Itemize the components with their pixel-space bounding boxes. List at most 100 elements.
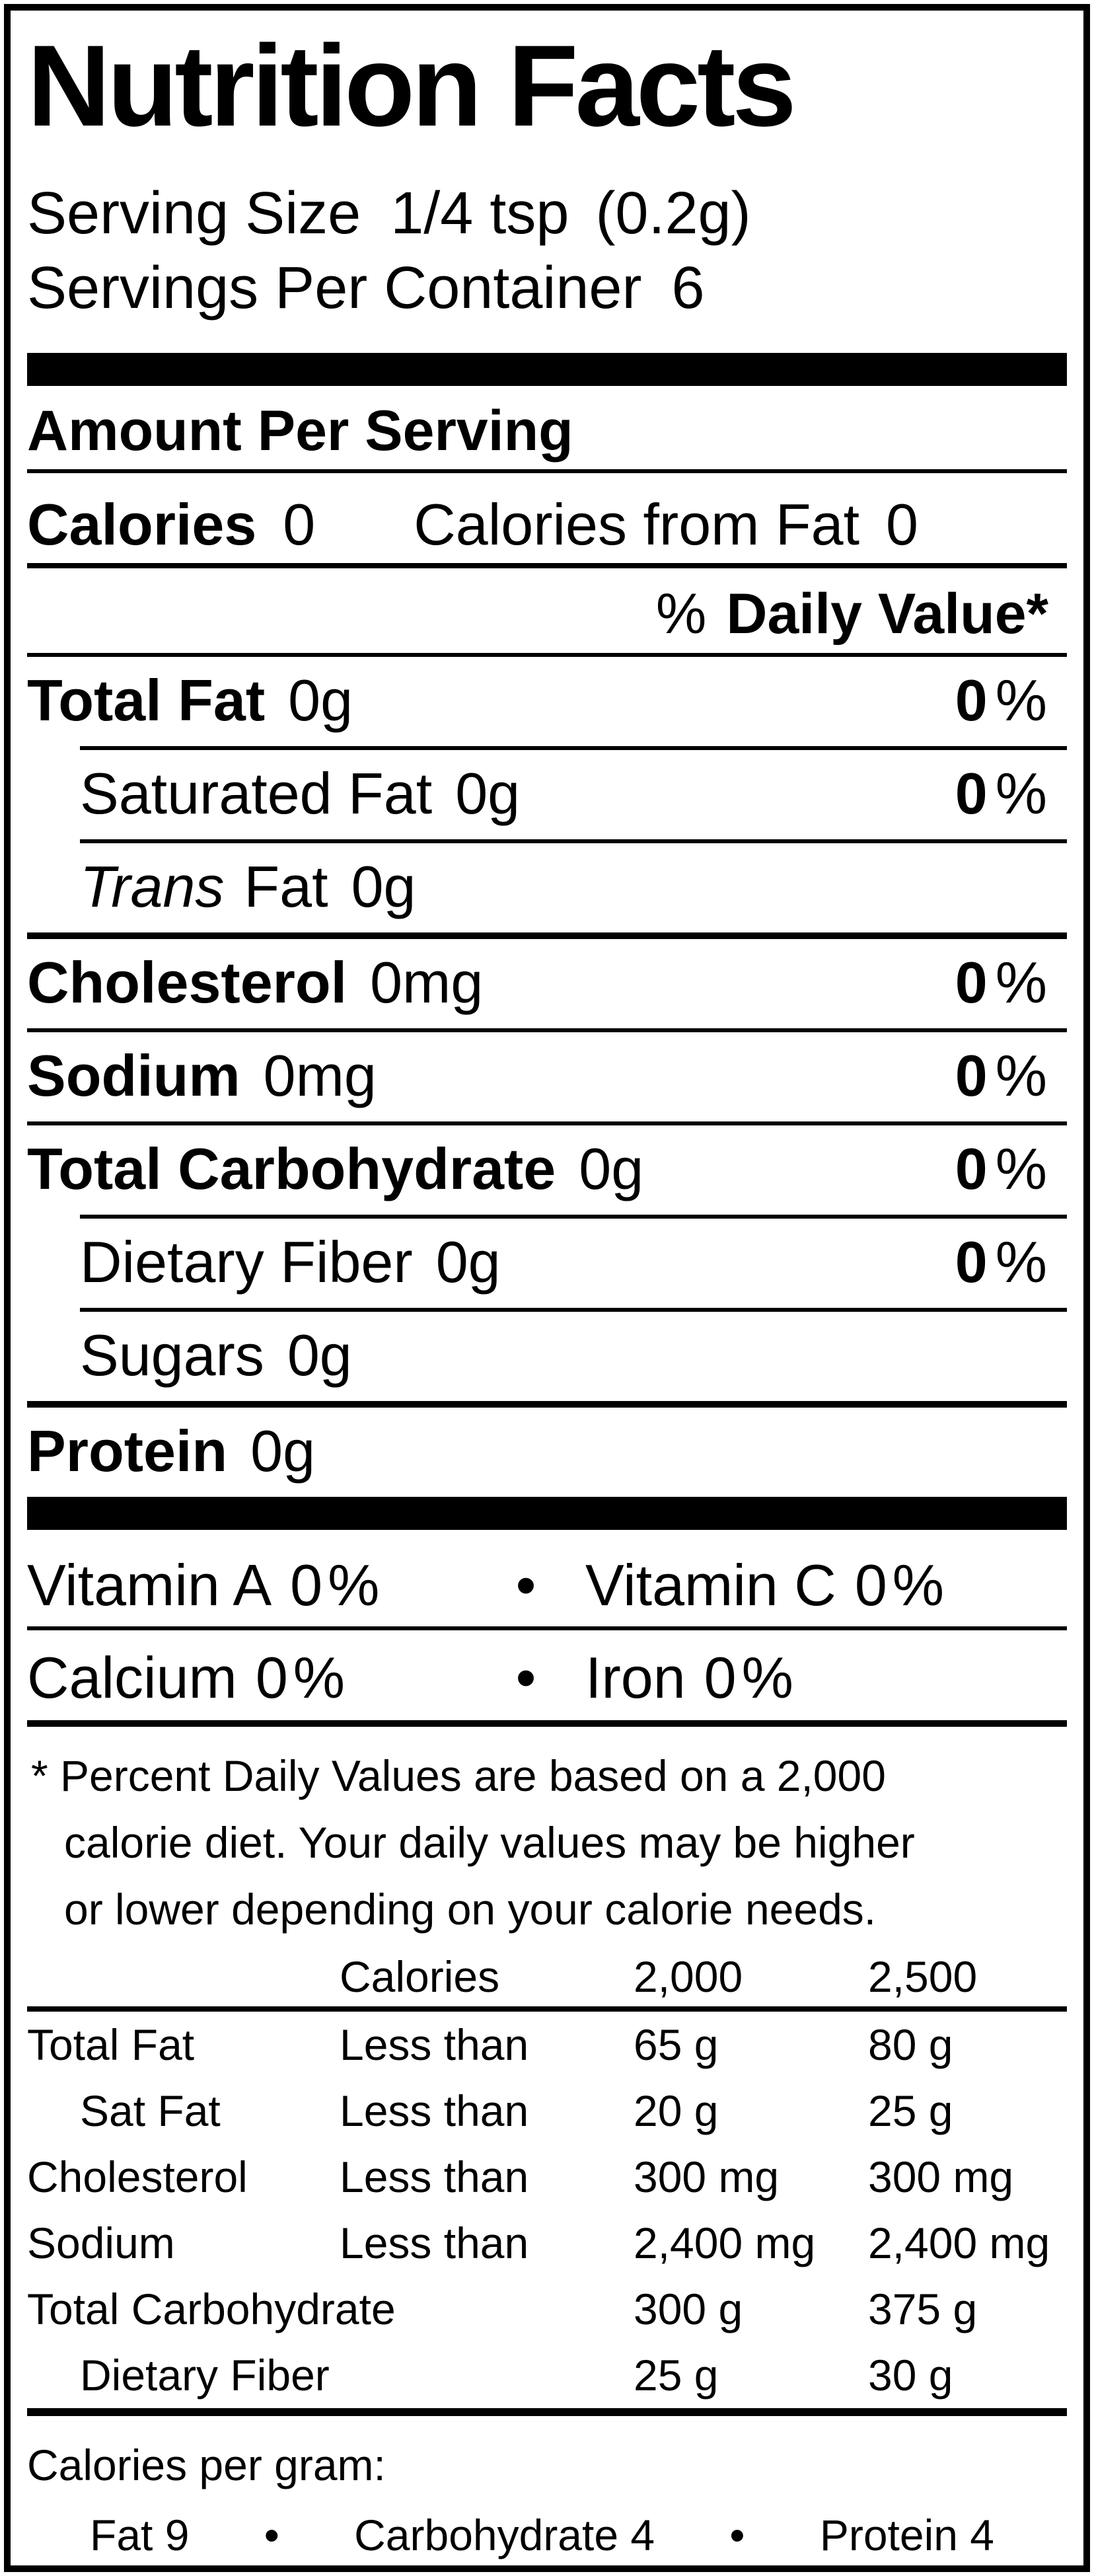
servings-per-container-row: Servings Per Container 6 (27, 254, 1067, 323)
nutrient-amount: 0g (288, 667, 353, 733)
table-cell-2000: 25 g (634, 2351, 719, 2400)
percent-sign: % (995, 1136, 1047, 1201)
table-cell-2000: 2,400 mg (634, 2218, 816, 2267)
divider-hairline (27, 2006, 1067, 2012)
divider-hairline-indented (80, 1215, 1067, 1219)
divider-hairline-indented (80, 1308, 1067, 1312)
divider-medium (27, 1720, 1067, 1727)
percent-sign: % (293, 1645, 346, 1710)
nutrient-name-italic: Trans (80, 854, 225, 919)
servings-per-container-label: Servings Per Container (27, 255, 642, 321)
page-title: Nutrition Facts (27, 22, 797, 151)
daily-value-label: Daily Value* (726, 582, 1048, 646)
percent-sign: % (328, 1552, 380, 1618)
table-row-sodium: Sodium Less than 2,400 mg 2,400 mg (27, 2210, 1067, 2276)
percent-sign: % (995, 1043, 1047, 1108)
table-row-dietary-fiber: Dietary Fiber 25 g 30 g (27, 2342, 1067, 2408)
divider-hairline (27, 1121, 1067, 1125)
nutrient-row-dietary-fiber: Dietary Fiber 0g 0% (27, 1219, 1067, 1308)
servings-per-container-value: 6 (671, 255, 705, 321)
nutrient-amount: 0g (250, 1418, 316, 1484)
calcium-value: 0 (255, 1645, 288, 1710)
table-cell-2500: 30 g (868, 2351, 953, 2400)
nutrient-amount: 0g (287, 1322, 352, 1388)
nutrient-amount: 0mg (263, 1043, 377, 1108)
vitamin-c-cell: Vitamin C 0% (585, 1554, 944, 1617)
nutrient-name: Sugars (80, 1322, 264, 1388)
divider-medium (27, 932, 1067, 939)
table-row-total-fat: Total Fat Less than 65 g 80 g (27, 2012, 1067, 2078)
nutrient-daily-value: 0% (955, 1137, 1047, 1201)
table-cell-label: Dietary Fiber (80, 2351, 330, 2400)
calories-from-fat-group: Calories from Fat 0 (414, 493, 918, 556)
vitamin-c-value: 0 (854, 1552, 887, 1618)
nutrient-name: Fat (244, 854, 328, 919)
footnote-line: or lower depending on your calorie needs… (64, 1885, 877, 1934)
table-cell-2500: 80 g (868, 2020, 953, 2069)
vitamin-a-cell: Vitamin A 0% (27, 1554, 513, 1617)
nutrient-amount: 0g (579, 1136, 644, 1201)
table-cell-2500: 375 g (868, 2285, 978, 2333)
nutrient-daily-value: 0% (955, 669, 1047, 732)
nutrient-daily-value: 0% (955, 1231, 1047, 1294)
divider-medium (27, 2408, 1067, 2416)
nutrient-row-trans-fat: Trans Fat 0g (27, 843, 1067, 932)
calories-per-gram-row: Fat 9 • Carbohydrate 4 • Protein 4 (27, 2491, 1067, 2561)
serving-size-label: Serving Size (27, 180, 361, 246)
nutrient-name: Cholesterol (27, 950, 347, 1015)
amount-per-serving-heading: Amount Per Serving (27, 399, 573, 463)
serving-size-row: Serving Size 1/4 tsp (0.2g) (27, 179, 1067, 248)
nutrient-daily-value: 0% (955, 762, 1047, 825)
dv-number: 0 (955, 1136, 988, 1201)
table-header-2000: 2,000 (634, 1952, 743, 2001)
nutrient-name: Sodium (27, 1043, 240, 1108)
daily-value-reference-table: Calories 2,000 2,500 Total Fat Less than… (27, 1943, 1067, 2408)
table-cell-qualifier: Less than (340, 2086, 529, 2135)
percent-sign: % (655, 582, 707, 646)
footnote-line: * Percent Daily Values are based on a 2,… (31, 1751, 886, 1800)
nutrient-amount: 0g (455, 761, 521, 826)
separator-bar-thick-bottom (27, 1497, 1067, 1530)
nutrient-name: Total Fat (27, 667, 266, 733)
table-cell-qualifier: Less than (340, 2152, 529, 2201)
divider-hairline (27, 1028, 1067, 1032)
nutrient-name: Saturated Fat (80, 761, 433, 826)
nutrient-amount: 0g (351, 854, 416, 919)
table-header-2500: 2,500 (868, 1952, 978, 2001)
divider-hairline-indented (80, 839, 1067, 843)
percent-sign: % (995, 761, 1047, 826)
nutrient-amount: 0g (435, 1229, 501, 1295)
nutrient-amount: 0mg (370, 950, 484, 1015)
nutrient-daily-value: 0% (955, 1044, 1047, 1108)
table-cell-2000: 300 g (634, 2285, 743, 2333)
table-header-calories: Calories (340, 1952, 500, 2001)
iron-cell: Iron 0% (585, 1646, 793, 1710)
table-cell-label: Total Fat (27, 2020, 195, 2069)
calories-value: 0 (283, 492, 316, 557)
percent-sign: % (995, 1229, 1047, 1295)
table-cell-2500: 2,400 mg (868, 2218, 1050, 2267)
percent-sign: % (995, 950, 1047, 1015)
protein-per-gram: Protein 4 (819, 2511, 994, 2559)
vitamin-row-2: Calcium 0% • Iron 0% (27, 1630, 1067, 1720)
table-cell-2500: 300 mg (868, 2152, 1014, 2201)
nutrient-row-sodium: Sodium 0mg 0% (27, 1032, 1067, 1121)
table-cell-label: Sat Fat (80, 2086, 221, 2135)
serving-size-value: 1/4 tsp (390, 180, 569, 246)
calories-label: Calories (27, 492, 257, 557)
dv-number: 0 (955, 950, 988, 1015)
divider-hairline (27, 653, 1067, 657)
iron-value: 0 (704, 1645, 737, 1710)
table-row-sat-fat: Sat Fat Less than 20 g 25 g (27, 2078, 1067, 2144)
bullet-icon: • (515, 1645, 536, 1710)
table-row-total-carbohydrate: Total Carbohydrate 300 g 375 g (27, 2276, 1067, 2342)
nutrient-row-total-fat: Total Fat 0g 0% (27, 657, 1067, 746)
nutrition-facts-label: Nutrition Facts Serving Size 1/4 tsp (0.2g… (4, 4, 1090, 2572)
nutrient-daily-value: 0% (955, 951, 1047, 1014)
table-cell-2500: 25 g (868, 2086, 953, 2135)
divider-hairline (27, 1626, 1067, 1630)
table-cell-label: Cholesterol (27, 2152, 248, 2201)
vitamin-row-1: Vitamin A 0% • Vitamin C 0% (27, 1530, 1067, 1626)
divider-medium (27, 563, 1067, 568)
calories-row: Calories 0 Calories from Fat 0 (27, 473, 1067, 563)
